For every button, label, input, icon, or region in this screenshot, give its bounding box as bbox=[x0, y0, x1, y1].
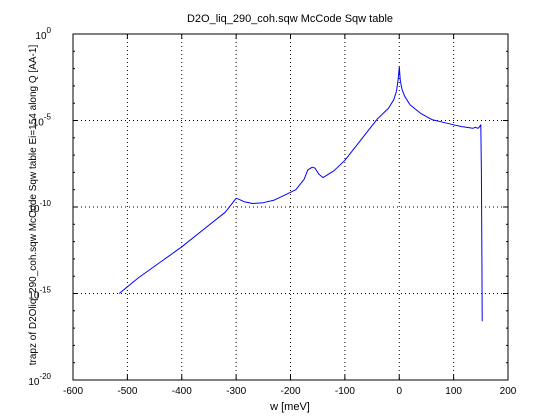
y-axis-label: trapz of D2Oliq_290_coh.sqw McCode Sqw t… bbox=[28, 45, 39, 366]
series-line bbox=[118, 66, 483, 322]
y-tick-labels: 100 10-5 10-10 10-15 10-20 bbox=[28, 26, 51, 388]
y-tick-label: 10-15 bbox=[28, 286, 51, 302]
series-group bbox=[118, 66, 483, 322]
x-tick-label: -400 bbox=[172, 386, 192, 397]
grid-lines bbox=[73, 34, 508, 380]
x-tick-label: 100 bbox=[445, 386, 462, 397]
y-tick-label: 10-5 bbox=[33, 113, 52, 129]
y-tick-label: 10-10 bbox=[28, 199, 51, 215]
y-tick-label: 10-20 bbox=[28, 372, 51, 388]
x-tick-labels: -600 -500 -400 -300 -200 -100 0 100 200 bbox=[63, 386, 517, 397]
y-tick-label: 100 bbox=[35, 26, 51, 42]
x-tick-label: 200 bbox=[500, 386, 517, 397]
x-tick-label: -300 bbox=[226, 386, 246, 397]
x-tick-label: -500 bbox=[117, 386, 137, 397]
chart-title: D2O_liq_290_coh.sqw McCode Sqw table bbox=[187, 13, 393, 25]
x-tick-label: -100 bbox=[335, 386, 355, 397]
axis-ticks bbox=[72, 33, 509, 381]
x-tick-label: -600 bbox=[63, 386, 83, 397]
x-tick-label: -200 bbox=[280, 386, 300, 397]
x-axis-label: w [meV] bbox=[269, 401, 310, 413]
x-tick-label: 0 bbox=[396, 386, 402, 397]
